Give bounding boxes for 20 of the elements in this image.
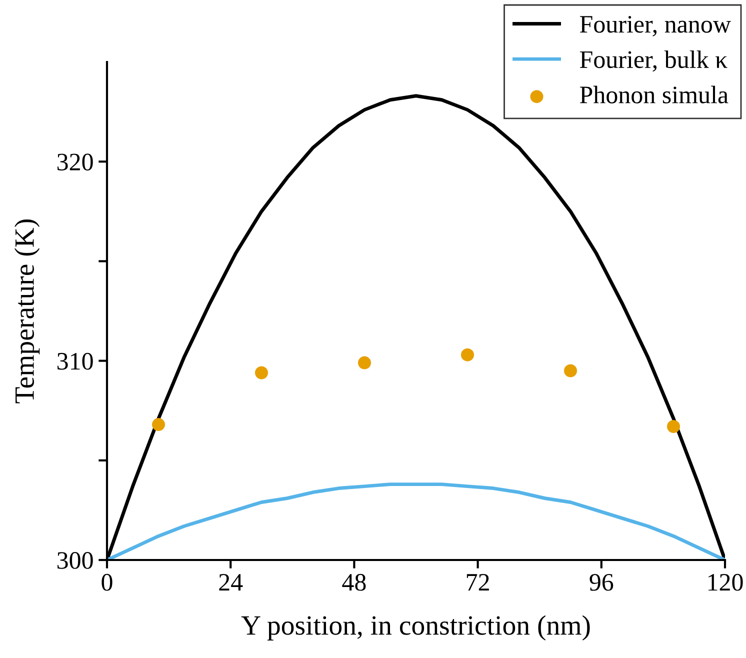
y-tick-label: 300 xyxy=(58,552,93,569)
y-axis-title: Temperature (K) xyxy=(14,219,40,404)
y-tick-label: 310 xyxy=(58,352,93,370)
point xyxy=(358,356,372,370)
point xyxy=(564,364,578,378)
x-axis-title: Y position, in constriction (nm) xyxy=(241,615,590,640)
legend-label: Fourier, nanow xyxy=(580,16,731,36)
x-tick-label: 48 xyxy=(342,574,366,591)
point xyxy=(666,420,680,434)
x-tick-label: 24 xyxy=(219,574,243,591)
legend-label: Fourier, bulk κ xyxy=(580,50,728,72)
legend-label: Phonon simula xyxy=(580,86,728,104)
x-tick-label: 120 xyxy=(708,574,743,591)
point xyxy=(460,348,474,362)
point xyxy=(254,366,268,380)
x-tick-label: 96 xyxy=(590,574,614,591)
y-tick-label: 320 xyxy=(58,154,93,171)
x-tick-label: 72 xyxy=(466,574,489,591)
point xyxy=(152,418,166,432)
x-tick-label: 0 xyxy=(102,574,112,591)
